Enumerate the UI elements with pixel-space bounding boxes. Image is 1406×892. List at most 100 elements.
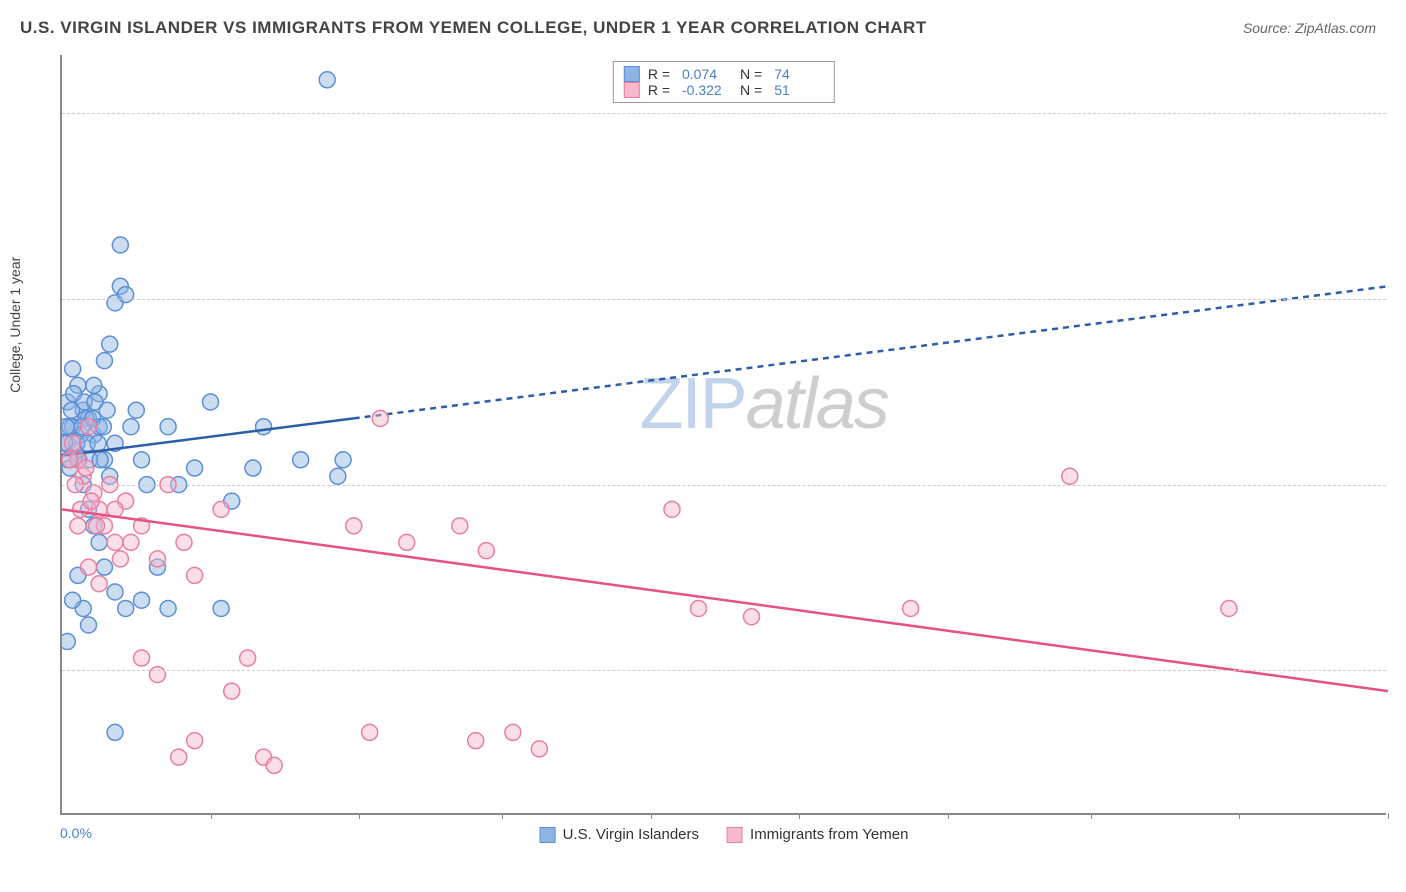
data-point: [176, 534, 192, 550]
data-point: [187, 460, 203, 476]
legend-series-item: Immigrants from Yemen: [727, 826, 908, 843]
data-point: [468, 733, 484, 749]
r-value: -0.322: [682, 82, 732, 98]
r-label: R =: [648, 66, 670, 82]
data-point: [112, 237, 128, 253]
data-point: [123, 419, 139, 435]
data-point: [96, 353, 112, 369]
data-point: [266, 757, 282, 773]
data-point: [903, 600, 919, 616]
gridline: [62, 485, 1386, 486]
x-tick-mark: [1239, 813, 1240, 819]
data-point: [88, 518, 104, 534]
data-point: [744, 609, 760, 625]
data-point: [160, 419, 176, 435]
data-point: [372, 410, 388, 426]
data-point: [90, 435, 106, 451]
trend-line: [62, 509, 1388, 691]
data-point: [399, 534, 415, 550]
y-axis-label: College, Under 1 year: [7, 256, 23, 392]
legend-swatch: [540, 827, 556, 843]
data-point: [95, 419, 111, 435]
data-point: [171, 749, 187, 765]
data-point: [362, 724, 378, 740]
data-point: [346, 518, 362, 534]
data-point: [118, 600, 134, 616]
x-tick-mark: [799, 813, 800, 819]
data-point: [91, 534, 107, 550]
data-point: [92, 452, 108, 468]
data-point: [65, 435, 81, 451]
trend-line-dashed: [354, 286, 1388, 418]
data-point: [62, 419, 74, 435]
data-point: [65, 592, 81, 608]
data-point: [690, 600, 706, 616]
data-point: [245, 460, 261, 476]
data-point: [203, 394, 219, 410]
data-point: [452, 518, 468, 534]
data-point: [160, 600, 176, 616]
data-point: [96, 559, 112, 575]
legend-swatch: [624, 82, 640, 98]
data-point: [213, 600, 229, 616]
data-point: [81, 419, 97, 435]
data-point: [505, 724, 521, 740]
data-point: [123, 534, 139, 550]
data-point: [102, 336, 118, 352]
x-tick-mark: [359, 813, 360, 819]
data-point: [78, 460, 94, 476]
source-prefix: Source:: [1243, 20, 1295, 36]
data-point: [107, 724, 123, 740]
legend-stats-row: R =0.074N =74: [624, 66, 824, 82]
data-point: [224, 683, 240, 699]
n-label: N =: [740, 82, 762, 98]
x-tick-mark: [1091, 813, 1092, 819]
data-point: [128, 402, 144, 418]
x-tick-mark: [1388, 813, 1389, 819]
gridline: [62, 299, 1386, 300]
data-point: [256, 419, 272, 435]
legend-series-label: U.S. Virgin Islanders: [563, 826, 699, 843]
x-min-label: 0.0%: [60, 825, 92, 841]
source-link[interactable]: ZipAtlas.com: [1295, 20, 1376, 36]
legend-series-item: U.S. Virgin Islanders: [540, 826, 699, 843]
x-tick-mark: [211, 813, 212, 819]
legend-swatch: [727, 827, 743, 843]
data-point: [70, 518, 86, 534]
data-point: [62, 452, 78, 468]
data-point: [149, 551, 165, 567]
data-point: [187, 733, 203, 749]
data-point: [134, 592, 150, 608]
legend-stats-row: R = -0.322 N = 51: [624, 82, 824, 98]
legend-series-label: Immigrants from Yemen: [750, 826, 908, 843]
data-point: [293, 452, 309, 468]
chart-area: College, Under 1 year ZIPatlas 0.0% 25.0…: [20, 55, 1386, 850]
data-point: [240, 650, 256, 666]
data-point: [664, 501, 680, 517]
plot-svg: [62, 55, 1388, 815]
r-label: R =: [648, 82, 670, 98]
source-label: Source: ZipAtlas.com: [1243, 20, 1376, 36]
data-point: [149, 667, 165, 683]
data-point: [118, 287, 134, 303]
data-point: [531, 741, 547, 757]
x-tick-mark: [948, 813, 949, 819]
chart-title: U.S. VIRGIN ISLANDER VS IMMIGRANTS FROM …: [20, 18, 927, 38]
data-point: [91, 576, 107, 592]
data-point: [1221, 600, 1237, 616]
n-value: 51: [774, 82, 824, 98]
r-value: 0.074: [682, 66, 732, 82]
n-value: 74: [774, 66, 824, 82]
data-point: [86, 377, 102, 393]
data-point: [213, 501, 229, 517]
data-point: [112, 551, 128, 567]
data-point: [62, 634, 75, 650]
data-point: [478, 543, 494, 559]
data-point: [187, 567, 203, 583]
data-point: [81, 617, 97, 633]
stats-legend: R = 0.074 N = 74R = -0.322 N = 51: [613, 61, 835, 103]
data-point: [81, 559, 97, 575]
data-point: [134, 650, 150, 666]
legend-swatch: [624, 66, 640, 82]
series-legend: U.S. Virgin Islanders Immigrants from Yem…: [540, 826, 909, 843]
